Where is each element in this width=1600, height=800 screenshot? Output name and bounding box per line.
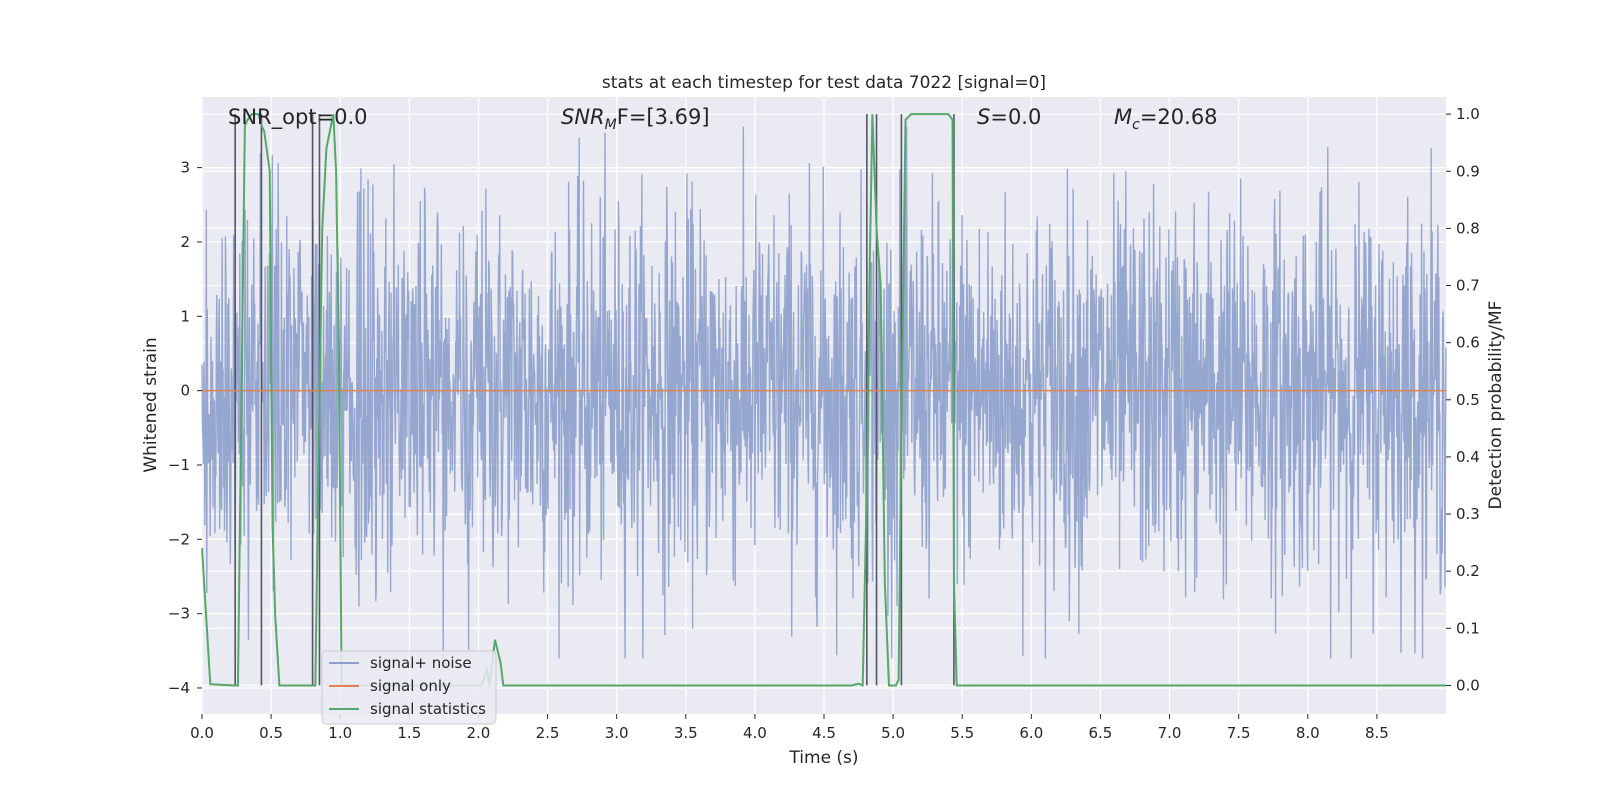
y2-tick-label: 0.8 (1456, 219, 1480, 237)
y-tick-label: 0 (180, 382, 190, 400)
y-tick-label: 1 (180, 307, 190, 325)
y-tick-label: 3 (180, 159, 190, 177)
x-tick-label: 8.5 (1365, 724, 1389, 742)
annotation-mc-rest: =20.68 (1140, 105, 1218, 129)
x-tick-label: 2.0 (467, 724, 491, 742)
y-tick-label: −1 (168, 456, 190, 474)
annotation-s: S=0.0 (977, 105, 1041, 129)
annotation-s-main: S (977, 105, 990, 129)
y2-tick-label: 0.4 (1456, 448, 1480, 466)
y-tick-label: −4 (168, 679, 190, 697)
y-tick-label: 2 (180, 233, 190, 251)
y2-tick-label: 0.9 (1456, 162, 1480, 180)
y2-tick-label: 1.0 (1456, 105, 1480, 123)
y-axis-label: Whitened strain (141, 337, 161, 472)
annotation-snr-mf-rest: F=[3.69] (617, 105, 710, 129)
x-tick-label: 0.5 (259, 724, 283, 742)
x-tick-label: 1.5 (397, 724, 421, 742)
annotation-mc: Mc=20.68 (1114, 105, 1218, 133)
y-tick-label: −2 (168, 530, 190, 548)
x-tick-label: 5.5 (950, 724, 974, 742)
x-tick-label: 4.0 (743, 724, 767, 742)
y2-axis-ticks: 1.0 0.9 0.8 0.7 0.6 0.5 0.4 0.3 0.2 0.1 0.0 (1446, 105, 1480, 694)
legend-box (321, 650, 497, 725)
x-tick-label: 2.5 (536, 724, 560, 742)
x-tick-label: 3.5 (674, 724, 698, 742)
legend-label-signal-noise: signal+ noise (370, 654, 472, 672)
y2-axis-label: Detection probability/MF (1486, 301, 1506, 510)
x-axis-ticks: 0.0 0.5 1.0 1.5 2.0 2.5 3.0 3.5 4.0 4.5 5.0 5.5 6.0 6… (190, 714, 1389, 742)
signal-noise-series (201, 126, 1447, 659)
annotation-snr-opt: SNR_opt=0.0 (228, 105, 368, 130)
annotation-snr-mf: SNRMF=[3.69] (561, 105, 710, 133)
chart-title: stats at each timestep for test data 702… (602, 73, 1046, 93)
y2-tick-label: 0.1 (1456, 619, 1480, 637)
x-tick-label: 1.0 (328, 724, 352, 742)
annotation-snr-mf-sub: M (605, 117, 617, 133)
x-tick-label: 4.5 (812, 724, 836, 742)
x-tick-label: 3.0 (605, 724, 629, 742)
annotation-s-rest: =0.0 (990, 105, 1041, 129)
x-tick-label: 7.5 (1227, 724, 1251, 742)
signal-statistics-line (201, 113, 1446, 687)
x-tick-label: 0.0 (190, 724, 214, 742)
annotation-mc-sub: c (1132, 117, 1140, 133)
legend-label-signal-only: signal only (370, 677, 451, 695)
annotation-snr-mf-main: SNR (561, 105, 605, 129)
legend: signal+ noise signal only signal statist… (321, 650, 497, 725)
y-axis-ticks: 3 2 1 0 −1 −2 −3 −4 (168, 159, 202, 697)
y2-tick-label: 0.6 (1456, 334, 1480, 352)
legend-label-signal-statistics: signal statistics (370, 700, 486, 718)
y2-tick-label: 0.2 (1456, 562, 1480, 580)
y2-tick-label: 0.0 (1456, 676, 1480, 694)
signal-noise-line (201, 126, 1447, 659)
x-tick-label: 6.5 (1089, 724, 1113, 742)
x-tick-label: 7.0 (1158, 724, 1182, 742)
annotation-mc-main: M (1114, 105, 1132, 129)
x-tick-label: 8.0 (1296, 724, 1320, 742)
x-tick-label: 6.0 (1019, 724, 1043, 742)
x-axis-label: Time (s) (788, 748, 858, 768)
y2-tick-label: 0.3 (1456, 505, 1480, 523)
y2-tick-label: 0.7 (1456, 277, 1480, 295)
y2-tick-label: 0.5 (1456, 391, 1480, 409)
x-tick-label: 5.0 (881, 724, 905, 742)
y-tick-label: −3 (168, 605, 190, 623)
